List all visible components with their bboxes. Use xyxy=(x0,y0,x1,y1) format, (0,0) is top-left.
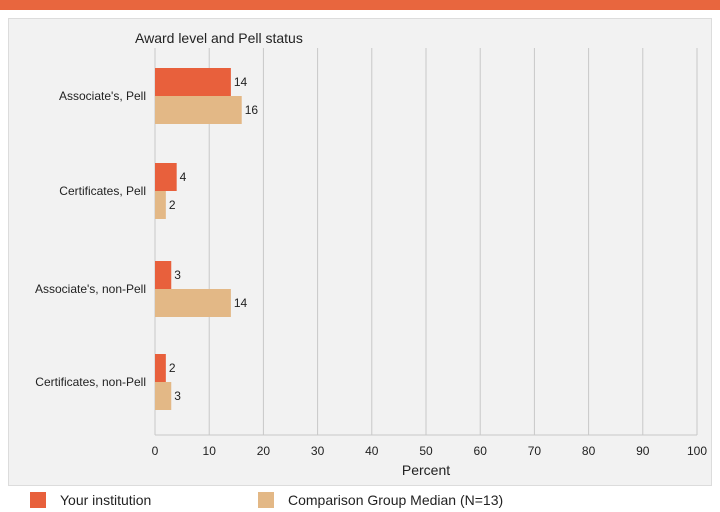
data-label: 14 xyxy=(234,296,248,310)
bar-chart: Award level and Pell status 14432162143 … xyxy=(35,30,708,478)
bar-institution xyxy=(155,354,166,382)
bar-institution xyxy=(155,261,172,289)
legend-item-comparison: Comparison Group Median (N=13) xyxy=(258,492,503,508)
data-label: 16 xyxy=(245,103,259,117)
data-label: 4 xyxy=(180,170,187,184)
bar-institution xyxy=(155,163,177,191)
x-tick-label: 80 xyxy=(582,444,596,458)
x-axis-label: Percent xyxy=(402,462,450,478)
data-label: 3 xyxy=(174,389,181,403)
bar-comparison xyxy=(155,289,231,317)
legend-swatch-institution xyxy=(30,492,46,508)
legend-swatch-comparison xyxy=(258,492,274,508)
data-label: 2 xyxy=(169,361,176,375)
bar-comparison xyxy=(155,191,166,219)
data-label: 3 xyxy=(174,268,181,282)
category-label: Associate's, non-Pell xyxy=(35,282,146,296)
category-label: Certificates, non-Pell xyxy=(35,375,146,389)
data-label: 14 xyxy=(234,75,248,89)
bar-institution xyxy=(155,68,231,96)
category-label: Certificates, Pell xyxy=(59,184,146,198)
chart-title: Award level and Pell status xyxy=(135,30,303,46)
x-tick-label: 20 xyxy=(257,444,271,458)
chart-panel xyxy=(8,18,712,486)
legend: Your institution Comparison Group Median… xyxy=(0,490,720,512)
legend-label-institution: Your institution xyxy=(60,492,152,508)
x-tick-label: 50 xyxy=(419,444,433,458)
x-tick-label: 70 xyxy=(528,444,542,458)
x-tick-label: 10 xyxy=(203,444,217,458)
legend-item-institution: Your institution xyxy=(30,492,151,508)
x-tick-label: 100 xyxy=(687,444,707,458)
x-tick-labels: 0 10 20 30 40 50 60 70 80 90 100 xyxy=(152,444,708,458)
x-tick-label: 90 xyxy=(636,444,650,458)
accent-top-bar xyxy=(0,0,720,10)
bar-comparison xyxy=(155,382,172,410)
x-tick-label: 60 xyxy=(474,444,488,458)
x-tick-label: 40 xyxy=(365,444,379,458)
category-labels: Associate's, Pell Certificates, Pell Assoc… xyxy=(35,89,146,389)
data-label: 2 xyxy=(169,198,176,212)
bar-comparison xyxy=(155,96,242,124)
data-labels: 14 4 3 2 16 2 14 3 xyxy=(169,75,259,403)
x-tick-label: 0 xyxy=(152,444,159,458)
legend-label-comparison: Comparison Group Median (N=13) xyxy=(288,492,504,508)
bars xyxy=(155,68,242,410)
category-label: Associate's, Pell xyxy=(59,89,146,103)
x-tick-label: 30 xyxy=(311,444,325,458)
